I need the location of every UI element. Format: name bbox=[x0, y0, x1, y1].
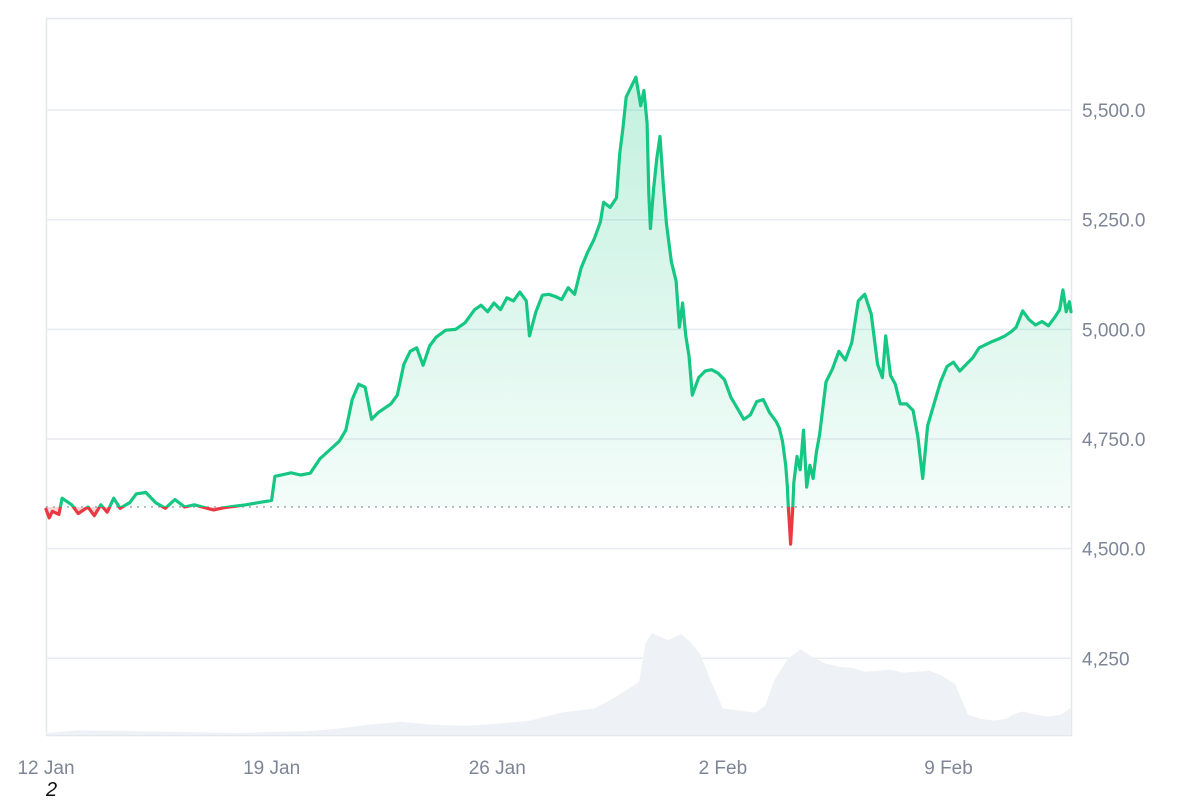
y-tick-label: 4,500.0 bbox=[1082, 540, 1145, 561]
y-tick-label: 5,500.0 bbox=[1082, 101, 1145, 122]
x-axis: 12 Jan 19 Jan 26 Jan 2 Feb 9 Feb bbox=[17, 758, 972, 779]
x-tick-label: 19 Jan bbox=[243, 758, 300, 779]
x-tick-label: 26 Jan bbox=[469, 758, 526, 779]
x-tick-label: 9 Feb bbox=[924, 758, 973, 779]
x-tick-label: 12 Jan bbox=[17, 758, 74, 779]
y-tick-label: 4,750.0 bbox=[1082, 430, 1145, 451]
plot-frame bbox=[45, 17, 1073, 737]
volume-area bbox=[46, 633, 1071, 735]
y-tick-label: 4,250 bbox=[1082, 649, 1130, 670]
price-area-up bbox=[60, 77, 1071, 507]
volume-area-layer bbox=[46, 633, 1071, 735]
price-line-layer bbox=[44, 75, 1073, 546]
price-fill-layer bbox=[46, 77, 1071, 545]
footnote-label: 2 bbox=[46, 779, 58, 801]
x-tick-label: 2 Feb bbox=[699, 758, 748, 779]
y-axis: 4,250 4,500.0 4,750.0 5,000.0 5,250.0 5,500.0 bbox=[1082, 101, 1145, 670]
y-tick-label: 5,250.0 bbox=[1082, 211, 1145, 232]
price-line-up bbox=[58, 75, 1073, 507]
y-tick-label: 5,000.0 bbox=[1082, 320, 1145, 341]
